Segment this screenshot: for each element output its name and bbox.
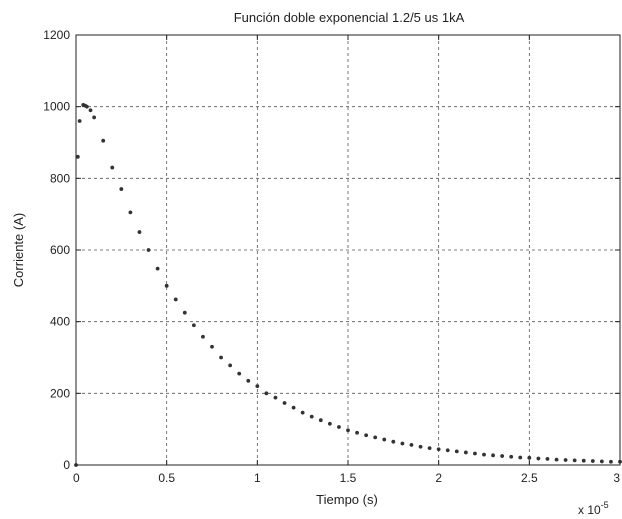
x-tick-labels: 0 0.5 1 1.5 2 2.5 3 bbox=[73, 471, 620, 485]
x-tick-label-0: 0 bbox=[73, 471, 80, 485]
data-point-0-61 bbox=[581, 458, 586, 463]
data-point-0-16 bbox=[173, 297, 178, 302]
tick-marks bbox=[75, 34, 621, 466]
data-point-0-55 bbox=[527, 455, 532, 460]
data-point-0-23 bbox=[237, 371, 242, 376]
data-point-0-60 bbox=[572, 458, 577, 463]
y-tick-labels: 0 200 400 600 800 1000 1200 bbox=[43, 28, 70, 472]
data-point-0-52 bbox=[500, 454, 505, 458]
data-point-0-46 bbox=[445, 448, 450, 453]
data-point-0-18 bbox=[191, 323, 196, 328]
data-point-0-33 bbox=[327, 421, 332, 426]
data-point-0-64 bbox=[609, 459, 613, 464]
data-point-0-19 bbox=[201, 334, 205, 339]
data-point-0-5 bbox=[84, 104, 89, 109]
y-tick-label-3: 600 bbox=[50, 243, 70, 257]
x-multiplier-base: x 10 bbox=[578, 503, 601, 517]
y-tick-label-1: 200 bbox=[50, 386, 70, 400]
y-tick-label-2: 400 bbox=[50, 315, 70, 329]
data-point-0-34 bbox=[337, 425, 341, 429]
data-point-0-31 bbox=[309, 414, 314, 419]
grid bbox=[76, 35, 620, 465]
data-point-0-56 bbox=[536, 456, 541, 461]
x-tick-label-3: 1.5 bbox=[340, 471, 357, 485]
data-point-0-48 bbox=[463, 450, 468, 455]
data-points bbox=[74, 102, 622, 467]
data-point-0-57 bbox=[545, 457, 550, 461]
data-point-0-8 bbox=[101, 138, 106, 143]
y-axis-label: Corriente (A) bbox=[11, 213, 26, 287]
data-point-0-14 bbox=[155, 266, 160, 271]
data-point-0-54 bbox=[518, 455, 523, 460]
y-tick-label-6: 1200 bbox=[43, 28, 70, 42]
data-point-0-2 bbox=[77, 119, 82, 123]
data-point-0-17 bbox=[182, 310, 187, 315]
data-point-0-37 bbox=[364, 433, 369, 438]
data-point-0-11 bbox=[128, 210, 133, 215]
data-point-0-36 bbox=[355, 430, 359, 435]
data-point-0-9 bbox=[110, 165, 115, 170]
data-point-0-30 bbox=[300, 410, 305, 415]
x-multiplier: x 10-5 bbox=[578, 500, 609, 517]
data-point-0-21 bbox=[219, 355, 223, 360]
data-point-0-47 bbox=[454, 449, 459, 454]
data-point-0-41 bbox=[400, 441, 405, 446]
data-point-0-6 bbox=[88, 108, 93, 113]
data-point-0-40 bbox=[391, 439, 396, 444]
data-point-0-25 bbox=[255, 384, 260, 389]
data-point-0-27 bbox=[273, 395, 278, 400]
data-point-0-20 bbox=[210, 344, 214, 349]
x-tick-label-2: 1 bbox=[254, 471, 261, 485]
data-point-0-12 bbox=[137, 230, 142, 234]
x-multiplier-exponent: -5 bbox=[601, 500, 609, 510]
data-point-0-15 bbox=[164, 283, 169, 288]
data-point-0-45 bbox=[436, 447, 441, 452]
data-point-0-39 bbox=[382, 437, 387, 442]
data-point-0-38 bbox=[373, 435, 378, 440]
data-point-0-49 bbox=[473, 451, 477, 456]
x-axis-label: Tiempo (s) bbox=[316, 492, 378, 507]
data-point-0-22 bbox=[228, 363, 233, 368]
data-point-0-26 bbox=[264, 391, 269, 396]
data-point-0-63 bbox=[599, 459, 604, 464]
data-point-0-28 bbox=[282, 401, 287, 405]
data-point-0-62 bbox=[590, 459, 595, 463]
y-tick-label-4: 800 bbox=[50, 171, 70, 185]
data-point-0-53 bbox=[509, 454, 514, 459]
chart-title: Función doble exponencial 1.2/5 us 1kA bbox=[234, 10, 465, 25]
data-point-0-43 bbox=[418, 444, 423, 449]
data-point-0-1 bbox=[75, 154, 80, 159]
data-point-0-24 bbox=[246, 378, 251, 383]
y-tick-label-5: 1000 bbox=[43, 100, 70, 114]
data-point-0-35 bbox=[346, 428, 350, 433]
data-point-0-50 bbox=[482, 452, 486, 457]
data-point-0-10 bbox=[119, 187, 124, 191]
data-point-0-44 bbox=[427, 446, 432, 451]
data-point-0-59 bbox=[563, 458, 568, 462]
data-point-0-51 bbox=[491, 453, 495, 458]
x-tick-label-1: 0.5 bbox=[158, 471, 175, 485]
data-point-0-58 bbox=[554, 457, 559, 462]
x-tick-label-6: 3 bbox=[613, 471, 620, 485]
x-tick-label-5: 2.5 bbox=[521, 471, 538, 485]
data-point-0-29 bbox=[291, 405, 296, 410]
data-point-0-42 bbox=[409, 443, 414, 447]
y-tick-label-0: 0 bbox=[63, 458, 70, 472]
x-tick-label-4: 2 bbox=[435, 471, 442, 485]
data-point-0-32 bbox=[318, 418, 323, 423]
data-point-0-13 bbox=[146, 248, 151, 252]
data-point-0-7 bbox=[92, 115, 97, 120]
